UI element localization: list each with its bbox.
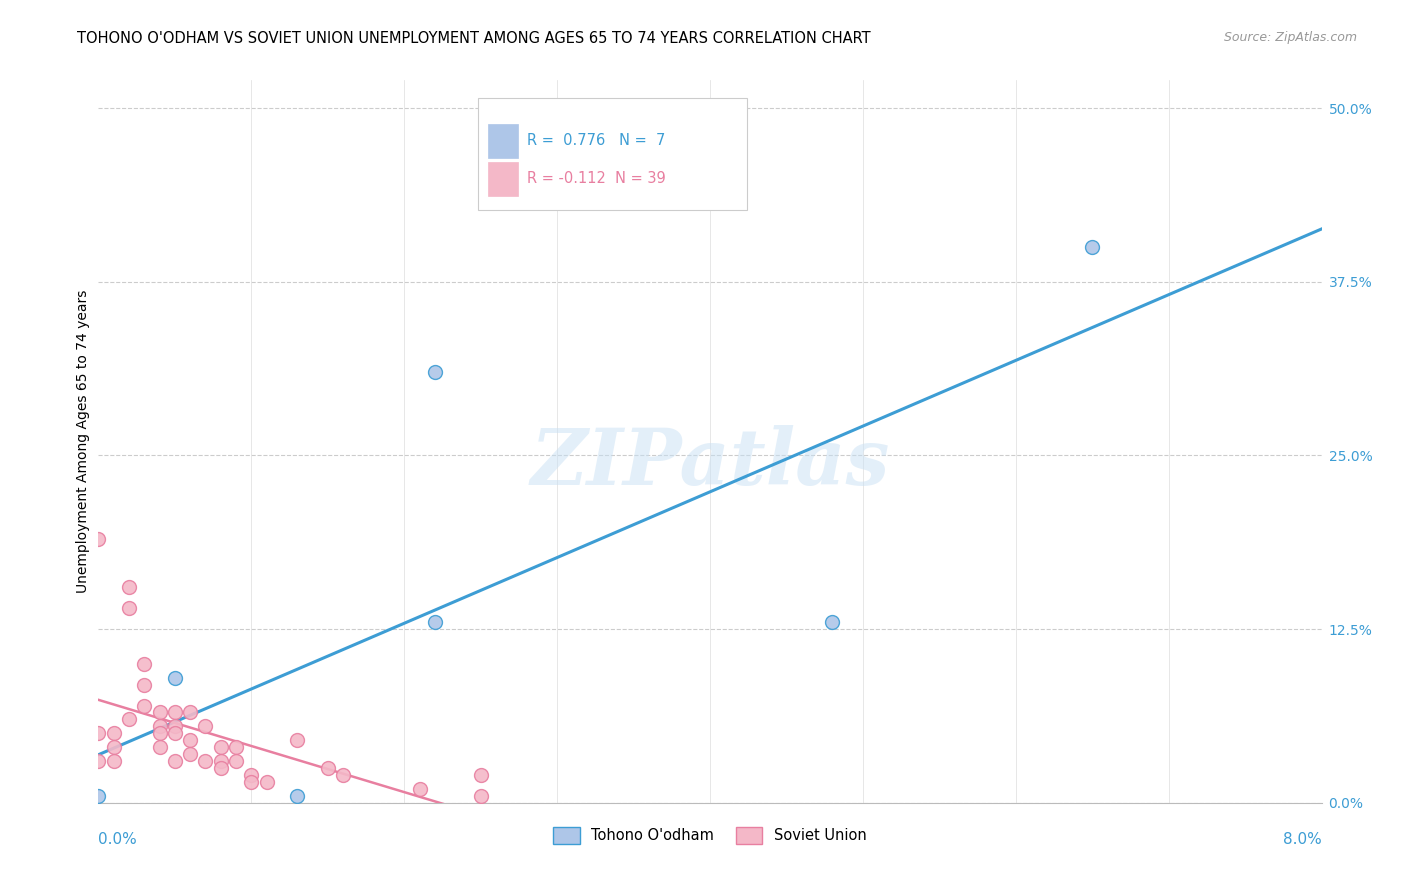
- Text: 8.0%: 8.0%: [1282, 831, 1322, 847]
- Point: [149, 740, 172, 755]
- Point: [179, 747, 201, 761]
- Point: [87, 754, 110, 768]
- Point: [332, 768, 354, 782]
- Point: [821, 615, 844, 630]
- Point: [470, 789, 492, 803]
- FancyBboxPatch shape: [478, 98, 747, 211]
- Point: [408, 781, 430, 796]
- Point: [240, 775, 263, 789]
- Point: [194, 719, 217, 733]
- Bar: [488, 162, 517, 195]
- Point: [470, 768, 492, 782]
- Text: R =  0.776   N =  7: R = 0.776 N = 7: [527, 134, 665, 148]
- Point: [163, 706, 186, 720]
- Bar: [488, 124, 517, 158]
- Point: [118, 601, 141, 615]
- Text: TOHONO O'ODHAM VS SOVIET UNION UNEMPLOYMENT AMONG AGES 65 TO 74 YEARS CORRELATIO: TOHONO O'ODHAM VS SOVIET UNION UNEMPLOYM…: [77, 31, 870, 46]
- Point: [209, 761, 232, 775]
- Point: [163, 726, 186, 740]
- Point: [209, 740, 232, 755]
- Point: [194, 754, 217, 768]
- Point: [179, 733, 201, 747]
- Point: [103, 740, 125, 755]
- Point: [149, 706, 172, 720]
- Y-axis label: Unemployment Among Ages 65 to 74 years: Unemployment Among Ages 65 to 74 years: [76, 290, 90, 593]
- Point: [285, 733, 308, 747]
- Text: ZIPatlas: ZIPatlas: [530, 425, 890, 501]
- Point: [118, 713, 141, 727]
- Point: [179, 706, 201, 720]
- Point: [163, 719, 186, 733]
- Point: [134, 678, 156, 692]
- Legend: Tohono O'odham, Soviet Union: Tohono O'odham, Soviet Union: [547, 822, 873, 850]
- Text: R = -0.112  N = 39: R = -0.112 N = 39: [527, 171, 665, 186]
- Point: [87, 726, 110, 740]
- Point: [87, 789, 110, 803]
- Point: [103, 754, 125, 768]
- Point: [256, 775, 278, 789]
- Point: [163, 754, 186, 768]
- Point: [163, 671, 186, 685]
- Point: [149, 719, 172, 733]
- Point: [316, 761, 339, 775]
- Point: [285, 789, 308, 803]
- Point: [423, 365, 446, 379]
- Point: [149, 726, 172, 740]
- Text: Source: ZipAtlas.com: Source: ZipAtlas.com: [1223, 31, 1357, 45]
- Point: [118, 581, 141, 595]
- Point: [103, 726, 125, 740]
- Point: [1081, 240, 1104, 254]
- Point: [240, 768, 263, 782]
- Point: [134, 657, 156, 671]
- Text: 0.0%: 0.0%: [98, 831, 138, 847]
- Point: [225, 754, 247, 768]
- Point: [134, 698, 156, 713]
- Point: [225, 740, 247, 755]
- Point: [209, 754, 232, 768]
- Point: [87, 532, 110, 546]
- Point: [423, 615, 446, 630]
